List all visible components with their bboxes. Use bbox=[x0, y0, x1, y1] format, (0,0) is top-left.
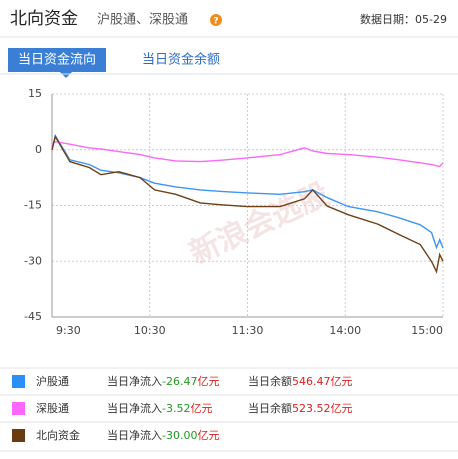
net-net: -3.52 bbox=[162, 402, 190, 415]
legend-name: 北向资金 bbox=[36, 428, 80, 442]
net-net-label: 当日净流入 bbox=[107, 374, 162, 388]
balance-balance: 546.47 bbox=[292, 375, 331, 388]
net-net: -26.47 bbox=[162, 375, 197, 388]
y-tick-label: -15 bbox=[24, 199, 42, 212]
tab[interactable]: 当日资金流向 bbox=[18, 52, 96, 68]
net-flow: 当日净流入-30.00亿元 bbox=[107, 428, 219, 442]
series-line bbox=[51, 133, 444, 250]
legend-name: 沪股通 bbox=[36, 374, 69, 388]
net-net-label: 当日净流入 bbox=[107, 428, 162, 442]
net-flow: 当日净流入-26.47亿元 bbox=[107, 374, 219, 388]
tab-pointer bbox=[60, 72, 72, 78]
net-net-unit: 亿元 bbox=[190, 402, 212, 415]
help-icon[interactable]: ? bbox=[213, 17, 218, 27]
legend-swatch bbox=[12, 402, 25, 415]
title: 北向资金 bbox=[10, 9, 78, 29]
balance: 当日余额546.47亿元 bbox=[248, 374, 353, 388]
help-icon-bg[interactable] bbox=[210, 14, 222, 26]
net-net-unit: 亿元 bbox=[197, 375, 219, 388]
subtitle: 沪股通、深股通 bbox=[97, 12, 188, 28]
balance-balance-label: 当日余额 bbox=[248, 374, 292, 388]
series-line bbox=[51, 134, 444, 274]
x-tick-label: 11:30 bbox=[232, 324, 264, 337]
tab[interactable]: 当日资金余额 bbox=[142, 52, 220, 68]
balance-balance-label: 当日余额 bbox=[248, 401, 292, 415]
legend-swatch bbox=[12, 375, 25, 388]
y-tick-label: 15 bbox=[28, 87, 42, 100]
net-flow: 当日净流入-3.52亿元 bbox=[107, 401, 212, 415]
net-net: -30.00 bbox=[162, 429, 197, 442]
x-tick-label: 14:00 bbox=[329, 324, 361, 337]
x-tick-label: 9:30 bbox=[56, 324, 81, 337]
legend-name: 深股通 bbox=[36, 402, 69, 415]
series-line bbox=[51, 140, 444, 168]
x-tick-label: 10:30 bbox=[134, 324, 166, 337]
y-tick-label: -30 bbox=[24, 254, 42, 267]
net-net-unit: 亿元 bbox=[197, 429, 219, 442]
tab-active-bg[interactable] bbox=[8, 48, 106, 72]
x-tick-label: 15:00 bbox=[411, 324, 443, 337]
balance-balance-unit: 亿元 bbox=[331, 375, 353, 388]
y-tick-label: -45 bbox=[24, 310, 42, 323]
date: 数据日期：05-29 bbox=[360, 12, 447, 26]
balance-balance-unit: 亿元 bbox=[331, 402, 353, 415]
y-tick-label: 0 bbox=[35, 143, 42, 156]
balance: 当日余额523.52亿元 bbox=[248, 401, 353, 415]
balance-balance: 523.52 bbox=[292, 402, 331, 415]
legend-swatch bbox=[12, 429, 25, 442]
net-net-label: 当日净流入 bbox=[107, 401, 162, 415]
